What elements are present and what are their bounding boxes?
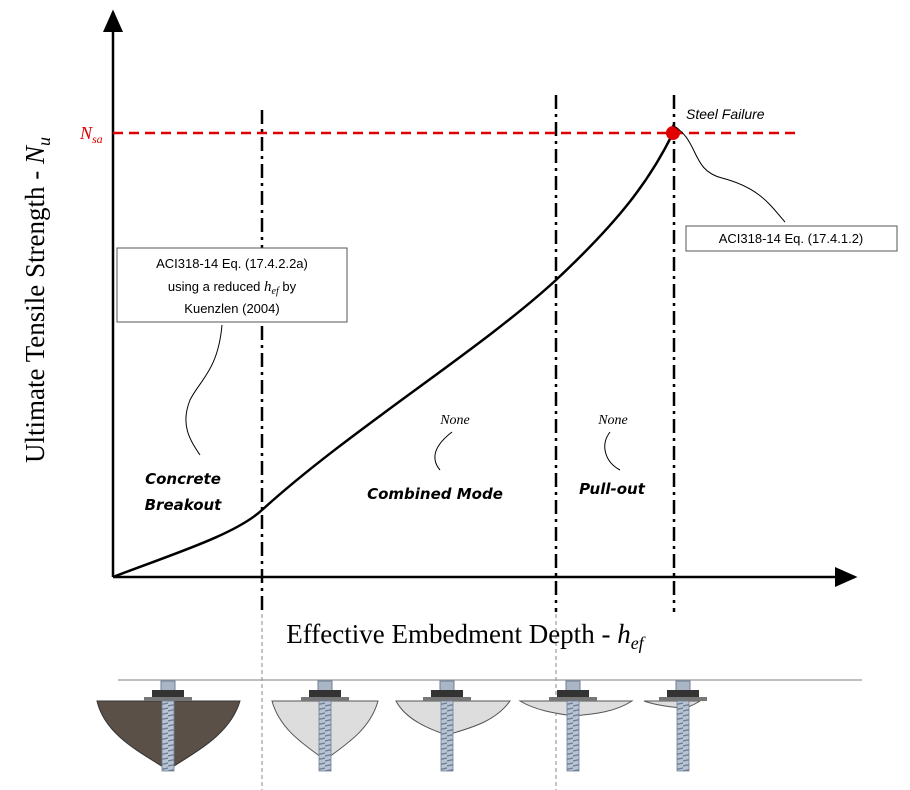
mode-label: Concrete xyxy=(145,470,221,488)
none-label: None xyxy=(439,413,470,428)
diagram: Nsa Ultimate Tensile Strength - Nu Effec… xyxy=(0,0,910,790)
y-axis-label: Ultimate Tensile Strength - Nu xyxy=(20,137,54,463)
leader xyxy=(435,432,452,470)
mode-label: Breakout xyxy=(145,496,223,514)
steel-failure-point xyxy=(666,126,680,140)
equation-text: ACI318-14 Eq. (17.4.2.2a) xyxy=(156,256,308,271)
equation-text: Kuenzlen (2004) xyxy=(184,301,279,316)
steel-failure-label: Steel Failure xyxy=(686,106,765,122)
x-axis-label: Effective Embedment Depth - hef xyxy=(286,619,646,653)
concrete-cone xyxy=(644,701,700,708)
leader xyxy=(186,325,222,455)
nsa-label: Nsa xyxy=(79,123,103,146)
none-label: None xyxy=(597,413,628,428)
leader xyxy=(672,125,785,222)
leader xyxy=(605,432,620,470)
anchor-bolt xyxy=(659,681,707,771)
equation-text: ACI318-14 Eq. (17.4.1.2) xyxy=(719,231,864,246)
mode-boundaries xyxy=(262,95,674,612)
mode-label: Pull-out xyxy=(579,480,646,498)
mode-label: Combined Mode xyxy=(367,485,503,503)
